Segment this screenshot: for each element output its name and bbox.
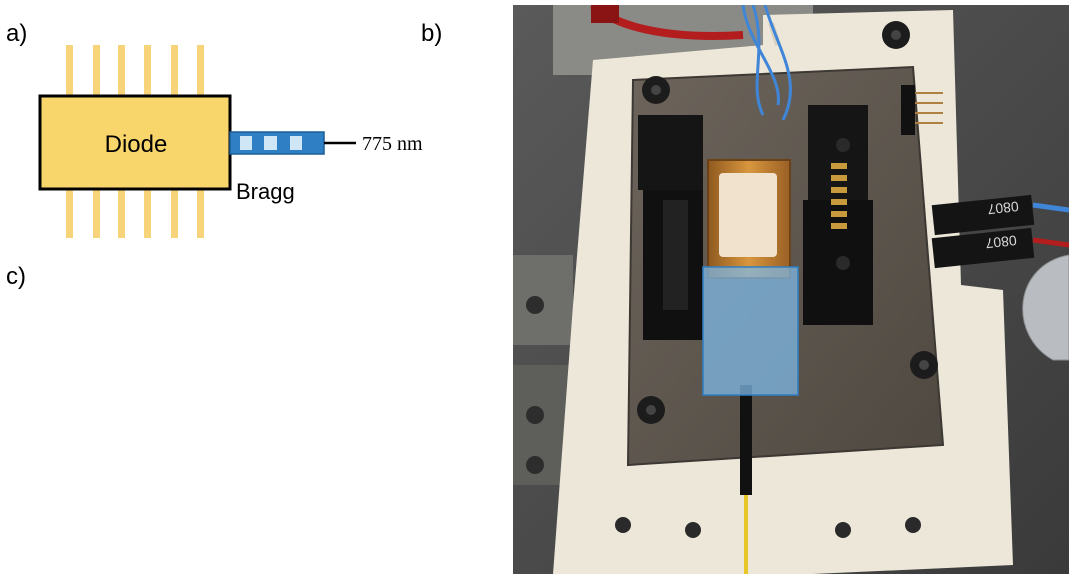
diode-pins-top (66, 45, 204, 97)
bragg-label: Bragg (236, 179, 295, 204)
diode-schematic: Diode 775 nm Bragg (38, 45, 423, 238)
panel-label-c: c) (6, 263, 26, 290)
diode-pins-bottom (66, 188, 204, 238)
right-connector (803, 105, 873, 325)
fiber-pigtail-highlight (702, 266, 799, 396)
panel-label-b: b) (421, 20, 443, 47)
diode-label: Diode (105, 131, 168, 158)
blue-wires (741, 5, 792, 121)
pcb-label-bottom: 0807 (985, 232, 1018, 251)
left-connector (638, 115, 703, 340)
diode-body (38, 94, 232, 191)
metal-ring (1022, 254, 1069, 361)
mount-photo: 0807 0807 (513, 5, 1069, 574)
plate-screws (637, 21, 938, 424)
wavelength-label: 775 nm (362, 133, 423, 155)
bragg-grating (229, 131, 325, 155)
panel-label-a: a) (6, 20, 28, 47)
fiber-boot (740, 385, 752, 495)
pcb-label-top: 0807 (987, 198, 1020, 217)
pcb-cable-connectors: 0807 0807 (931, 194, 1069, 269)
header-pins (901, 85, 943, 135)
laser-diode-package (707, 159, 791, 279)
